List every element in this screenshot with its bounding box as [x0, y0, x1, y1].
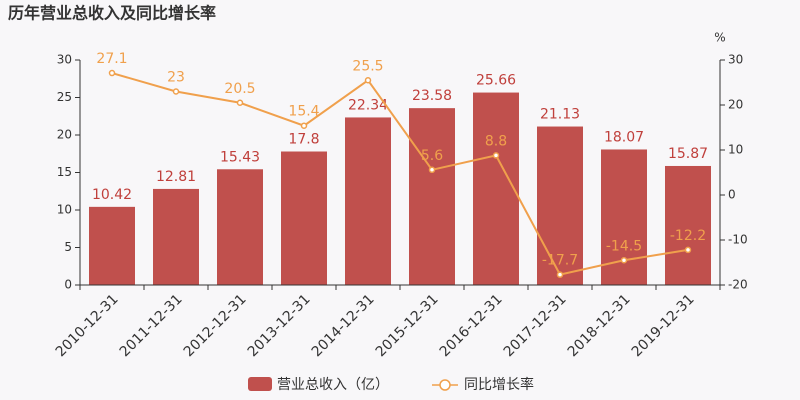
bar-label: 23.58 [412, 88, 452, 104]
growth-point [108, 69, 116, 77]
bar [665, 165, 711, 285]
y2-tick-label: -20 [728, 278, 748, 292]
y-tick-label: 20 [57, 128, 72, 142]
growth-label: 20.5 [224, 81, 255, 97]
y2-unit: % [714, 31, 725, 45]
bar [281, 151, 327, 285]
growth-point [300, 122, 308, 129]
y2-tick-label: 10 [728, 143, 743, 157]
growth-label: -14.5 [606, 238, 642, 254]
growth-label: 25.5 [352, 58, 383, 74]
growth-label: -12.2 [670, 228, 706, 244]
legend-label: 营业总收入（亿） [277, 377, 389, 393]
bar [153, 188, 199, 285]
growth-point [172, 88, 180, 95]
bar [473, 92, 519, 285]
bar-label: 22.34 [348, 97, 388, 113]
bar-label: 18.07 [604, 129, 644, 145]
growth-point [492, 152, 500, 159]
y-tick-label: 15 [57, 165, 72, 179]
bar [89, 206, 135, 285]
bar [345, 117, 391, 285]
growth-point [684, 246, 692, 254]
growth-point [364, 77, 372, 84]
growth-point [236, 99, 244, 106]
growth-label: -17.7 [542, 253, 578, 269]
y2-tick-label: 30 [728, 53, 743, 67]
y2-tick-label: 0 [728, 188, 736, 202]
growth-line [111, 72, 689, 276]
growth-label: 27.1 [96, 51, 127, 67]
growth-label: 15.4 [288, 104, 319, 120]
chart-title: 历年营业总收入及同比增长率 [8, 4, 216, 23]
bar-label: 17.8 [288, 132, 319, 148]
y2-tick-label: -10 [728, 233, 748, 247]
bar-label: 12.81 [156, 169, 196, 185]
growth-point [428, 166, 436, 174]
growth-point [620, 257, 628, 264]
bar-label: 15.87 [668, 146, 708, 162]
bar [537, 126, 583, 286]
y-tick-label: 10 [57, 203, 72, 217]
growth-label: 5.6 [421, 148, 443, 164]
legend-swatch [248, 377, 272, 391]
growth-label: 8.8 [485, 133, 507, 149]
y2-tick-label: 20 [728, 98, 743, 112]
y-tick-label: 5 [64, 240, 72, 254]
y-tick-label: 25 [57, 90, 72, 104]
bar-label: 25.66 [476, 73, 516, 89]
bar-label: 15.43 [220, 149, 260, 165]
legend-label: 同比增长率 [464, 376, 534, 393]
bar [217, 169, 263, 285]
growth-point [556, 271, 564, 278]
growth-label: 23 [167, 70, 185, 86]
bar-label: 21.13 [540, 107, 580, 123]
bar-label: 10.42 [92, 187, 132, 203]
y-tick-label: 0 [64, 278, 72, 292]
legend-marker [439, 379, 451, 391]
y-tick-label: 30 [57, 53, 72, 67]
bar [409, 108, 455, 286]
